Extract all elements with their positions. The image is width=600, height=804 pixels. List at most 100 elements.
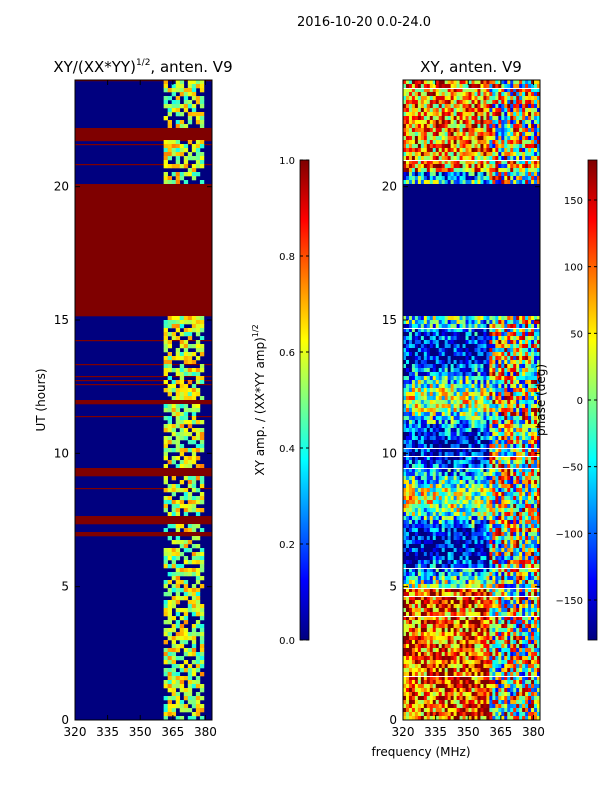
heat-cell	[447, 408, 451, 413]
heat-cell	[426, 444, 431, 449]
heat-cell	[429, 480, 434, 485]
heat-cell	[414, 88, 419, 93]
heat-cell	[447, 440, 451, 445]
heat-cell	[537, 336, 541, 341]
heat-cell	[531, 464, 535, 469]
heat-cell	[516, 348, 520, 353]
heat-cell	[483, 504, 487, 509]
heat-cell	[495, 504, 499, 509]
heat-cell	[528, 168, 532, 173]
heat-cell	[420, 468, 425, 473]
heat-cell	[403, 388, 407, 393]
heat-cell	[486, 500, 490, 505]
heat-cell	[408, 348, 413, 353]
heat-cell	[417, 512, 422, 517]
heat-cell	[199, 648, 205, 653]
heat-cell	[495, 344, 499, 349]
heat-cell	[447, 336, 451, 341]
heat-cell	[450, 140, 454, 145]
heat-cell	[175, 392, 181, 397]
heat-cell	[465, 80, 469, 85]
heat-cell	[426, 116, 431, 121]
heat-cell	[519, 364, 523, 369]
heat-cell	[191, 108, 197, 113]
heat-cell	[471, 412, 475, 417]
heat-cell	[525, 336, 529, 341]
heat-cell	[525, 388, 529, 393]
heat-cell	[441, 520, 445, 525]
heat-cell	[403, 288, 540, 293]
heat-cell	[492, 180, 496, 185]
heat-cell	[528, 532, 532, 537]
heat-cell	[175, 696, 181, 701]
heat-cell	[456, 120, 460, 125]
heat-cell	[403, 244, 540, 249]
heat-cell	[474, 492, 478, 497]
heat-cell	[477, 452, 481, 457]
heat-cell	[403, 100, 407, 105]
heat-cell	[453, 556, 457, 561]
heat-cell	[456, 372, 460, 377]
heat-cell	[510, 320, 514, 325]
heat-cell	[498, 380, 502, 385]
heat-cell	[450, 504, 454, 509]
heat-cell	[513, 464, 517, 469]
heat-cell	[453, 516, 457, 521]
heat-cell	[462, 144, 466, 149]
heat-cell	[414, 172, 419, 177]
heat-cell	[75, 184, 212, 189]
heat-cell	[468, 500, 472, 505]
heat-cell	[183, 164, 189, 169]
heat-cell	[191, 92, 197, 97]
heat-cell	[163, 716, 168, 721]
heat-cell	[191, 164, 197, 169]
heat-cell	[498, 348, 502, 353]
heat-cell	[426, 120, 431, 125]
heat-cell	[486, 348, 490, 353]
heat-cell	[492, 116, 496, 121]
heat-cell	[489, 412, 493, 417]
heat-cell	[531, 88, 535, 93]
heat-cell	[414, 144, 419, 149]
heat-cell	[403, 484, 407, 489]
heat-cell	[429, 500, 434, 505]
heat-cell	[492, 324, 496, 329]
heat-cell	[522, 544, 526, 549]
heat-cell	[195, 576, 201, 581]
heat-cell	[438, 100, 443, 105]
heat-cell	[429, 512, 434, 517]
heat-cell	[465, 344, 469, 349]
heat-cell	[462, 348, 466, 353]
heat-cell	[468, 504, 472, 509]
heat-cell	[537, 140, 541, 145]
heat-cell	[537, 544, 541, 549]
heat-cell	[462, 464, 466, 469]
heat-cell	[191, 476, 197, 481]
heat-cell	[429, 452, 434, 457]
heat-cell	[414, 180, 419, 185]
heat-cell	[432, 524, 437, 529]
heat-cell	[525, 176, 529, 181]
heat-cell	[516, 488, 520, 493]
heat-cell	[423, 152, 428, 157]
heat-cell	[444, 360, 448, 365]
heat-cell	[471, 180, 475, 185]
heat-cell	[441, 544, 445, 549]
heat-cell	[474, 448, 478, 453]
heat-cell	[179, 680, 185, 685]
heat-cell	[175, 672, 181, 677]
heat-cell	[429, 136, 434, 141]
heat-cell	[531, 332, 535, 337]
heat-cell	[528, 484, 532, 489]
heat-cell	[444, 540, 448, 545]
heat-cell	[480, 444, 484, 449]
heat-cell	[414, 560, 419, 565]
heat-cell	[474, 412, 478, 417]
heat-cell	[163, 340, 168, 345]
heat-cell	[498, 432, 502, 437]
heat-cell	[426, 132, 431, 137]
heat-cell	[187, 448, 193, 453]
heat-cell	[447, 472, 451, 477]
heat-cell	[435, 376, 440, 381]
heat-cell	[537, 144, 541, 149]
